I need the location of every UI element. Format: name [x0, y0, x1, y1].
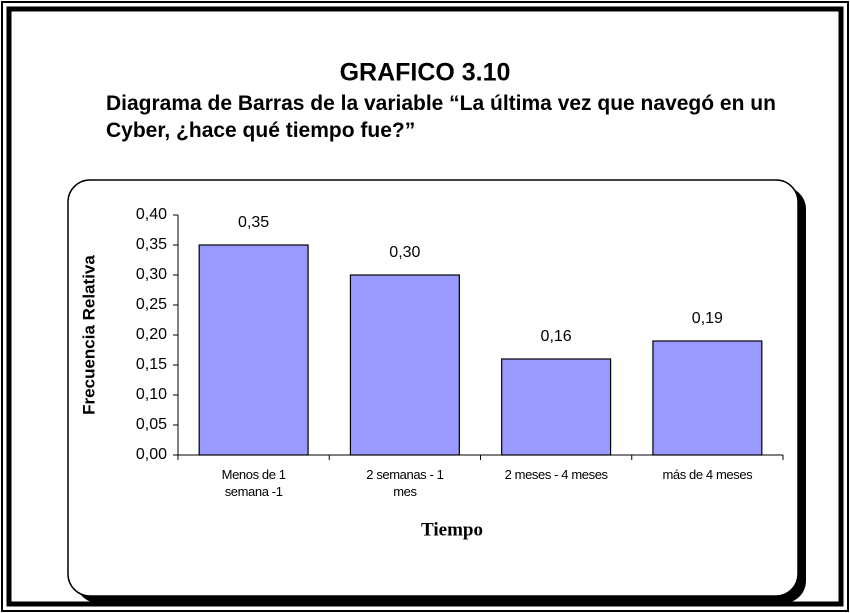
y-tick-label: 0,35 — [136, 236, 167, 253]
y-tick-label: 0,05 — [136, 416, 167, 433]
bar — [501, 358, 612, 456]
chart-title: GRAFICO 3.10 — [340, 59, 511, 87]
bar — [652, 340, 763, 456]
subtitle-box: Diagrama de Barras de la variable “La úl… — [106, 92, 776, 142]
y-tick-label: 0,25 — [136, 296, 167, 313]
y-tick-label: 0,30 — [136, 266, 167, 283]
bar — [198, 244, 309, 456]
chart-subtitle: Diagrama de Barras de la variable “La úl… — [106, 92, 776, 142]
y-tick-label: 0,00 — [136, 446, 167, 463]
x-tick-label: 2 semanas - 1 mes — [366, 467, 444, 499]
y-axis-label: Frecuencia Relativa — [79, 255, 98, 415]
value-label: 0,19 — [692, 310, 723, 327]
value-label: 0,30 — [389, 244, 420, 261]
x-tick-label: 2 meses - 4 meses — [504, 467, 608, 482]
value-label: 0,16 — [541, 328, 572, 345]
y-tick-label: 0,20 — [136, 326, 167, 343]
x-tick-box: 2 semanas - 1 mes — [366, 467, 444, 499]
value-label: 0,35 — [238, 214, 269, 231]
x-tick-box: 2 meses - 4 meses — [504, 467, 608, 482]
y-tick-label: 0,10 — [136, 386, 167, 403]
x-tick-box: más de 4 meses — [662, 467, 753, 482]
x-tick-label: más de 4 meses — [662, 467, 753, 482]
x-tick-label: Menos de 1 semana -1 semana — [221, 467, 286, 506]
inner-frame — [6, 6, 844, 607]
bar — [349, 274, 460, 456]
x-axis-label: Tiempo — [421, 519, 483, 540]
y-tick-label: 0,40 — [136, 206, 167, 223]
y-tick-label: 0,15 — [136, 356, 167, 373]
x-tick-box: Menos de 1 semana -1 semana — [221, 467, 286, 506]
